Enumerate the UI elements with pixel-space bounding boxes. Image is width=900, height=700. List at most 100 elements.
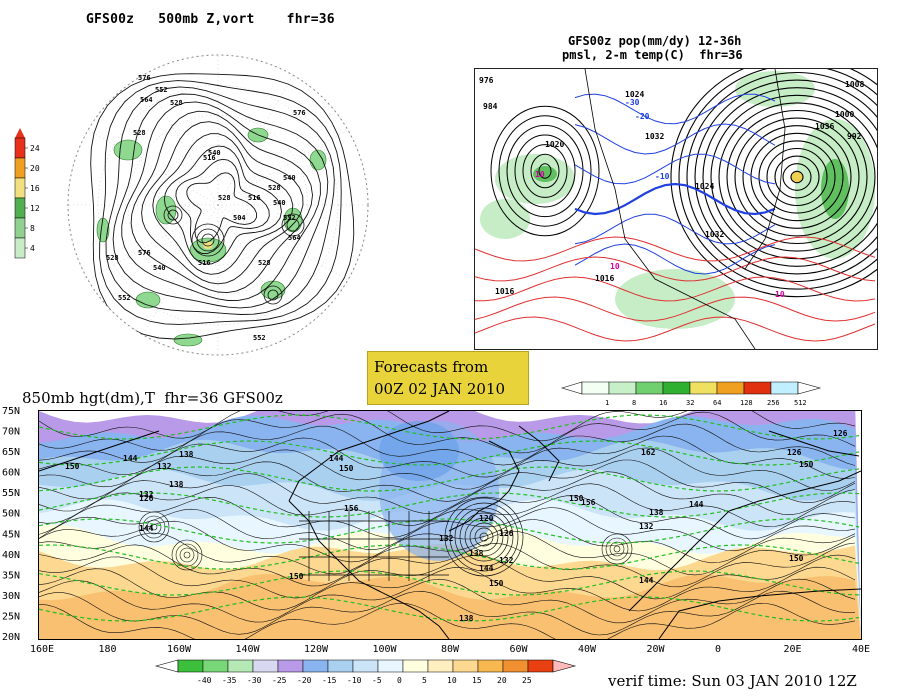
- storm-contour-850: [444, 497, 524, 577]
- height-contour: [90, 73, 355, 340]
- m850-contour-label: 126: [787, 448, 802, 457]
- panel-850mb-lat-axis: 75N 70N 65N 60N 55N 50N 45N 40N 35N 30N 25N 20N: [2, 406, 20, 640]
- m850-contour-label: 120: [479, 514, 494, 523]
- scale-850-label: 5: [422, 676, 427, 685]
- scale-pmsl-swatch: [743, 381, 772, 395]
- m850-contour-label: 144: [329, 454, 344, 463]
- forecast-info-box: Forecasts from 00Z 02 JAN 2010: [367, 351, 529, 405]
- lon-label: 100W: [373, 644, 398, 655]
- pmsl-contour-label: -10: [655, 172, 670, 181]
- scale-850-label: 25: [522, 676, 532, 685]
- scale-500-arrow: [15, 128, 25, 138]
- height-contour-850: [39, 590, 856, 636]
- height-contour: [121, 101, 321, 301]
- low-contour-850: [138, 511, 170, 543]
- scale-pmsl-swatch: [662, 381, 691, 395]
- panel-850mb-title: 850mb hgt(dm),T fhr=36 GFS00z: [22, 389, 283, 407]
- height-contour-850: [39, 423, 856, 466]
- lat-label: 20N: [2, 632, 20, 640]
- polar-contour-label: 552: [155, 86, 168, 94]
- isotherm-850: [39, 440, 860, 466]
- lat-label: 50N: [2, 509, 20, 520]
- temperature-contour-warm: [475, 236, 876, 262]
- height-contour: [175, 158, 270, 254]
- storm-contour-850: [459, 512, 509, 562]
- lon-label: 40W: [578, 644, 597, 655]
- m850-contour-label: 162: [641, 448, 656, 457]
- pmsl-contour-label: -30: [625, 98, 640, 107]
- m850-contour-label: 150: [489, 579, 504, 588]
- m850-contour-label: 132: [139, 490, 154, 499]
- closed-low-contour: [263, 285, 283, 305]
- storm-contour-850: [464, 517, 504, 557]
- m850-contour-label: 138: [179, 450, 194, 459]
- scale-850-swatch: [252, 659, 279, 673]
- temperature-contour-warm: [475, 316, 876, 342]
- lon-label: 0: [715, 644, 721, 655]
- scale-850-swatch: [227, 659, 254, 673]
- pmsl-contour-label: -20: [635, 112, 650, 121]
- pmsl-contour-label: 1020: [545, 140, 564, 149]
- closed-low-contour: [191, 223, 225, 257]
- panel-pmsl-title-line1: GFS00z pop(mm/dy) 12-36h: [568, 34, 742, 48]
- lon-label: 140W: [236, 644, 261, 655]
- polar-contour-label: 528: [268, 184, 281, 192]
- storm-isobar: [702, 87, 877, 267]
- scale-500-swatch: [14, 177, 26, 199]
- vorticity-blob: [173, 333, 203, 347]
- m850-contour-label: 144: [479, 564, 494, 573]
- lon-label: 60W: [510, 644, 529, 655]
- lon-label: 160W: [167, 644, 192, 655]
- scale-850-swatch: [502, 659, 529, 673]
- scale-pmsl-swatch: [608, 381, 637, 395]
- coastline-850: [658, 588, 861, 639]
- storm-isobar: [718, 102, 876, 252]
- storm-isobar: [742, 125, 852, 229]
- west-isobar: [530, 153, 560, 189]
- polar-contour-label: 516: [203, 154, 216, 162]
- pmsl-contour-labels: 976 1020 1024 1032 984 1008 1000 992 -20 -30 -10 10…: [479, 76, 864, 299]
- scale-pmsl-swatch: [581, 381, 610, 395]
- m850-contour-label: 132: [499, 556, 514, 565]
- polar-contour-label: 564: [288, 234, 301, 242]
- scale-500-label: 24: [30, 144, 40, 153]
- precip-area: [480, 199, 530, 239]
- scale-pmsl-label: 32: [686, 399, 694, 407]
- lat-label: 40N: [2, 550, 20, 561]
- m850-contour-label: 144: [123, 454, 138, 463]
- panel-pmsl-title-line2: pmsl, 2-m temp(C) fhr=36: [562, 48, 743, 62]
- m850-contour-label: 126: [833, 429, 848, 438]
- storm-isobar: [734, 117, 860, 237]
- pmsl-contour-label: 1032: [705, 230, 724, 239]
- temperature-band: [39, 574, 861, 639]
- pmsl-contour-label: 976: [479, 76, 494, 85]
- polar-contour-label: 528: [170, 99, 183, 107]
- west-isobar: [498, 115, 592, 227]
- pmsl-contour-label: 992: [847, 132, 862, 141]
- low-contour-850: [605, 537, 629, 561]
- scale-pmsl-swatch: [635, 381, 664, 395]
- coastline-850: [628, 470, 861, 612]
- storm-isobar: [758, 140, 836, 214]
- pmsl-contour-label: 1036: [815, 122, 834, 131]
- polar-contour-label: 564: [140, 96, 153, 104]
- polar-meridian: [87, 204, 219, 281]
- storm-isobar: [766, 147, 828, 207]
- coastline: [584, 69, 756, 349]
- storm-isobar: [686, 71, 877, 283]
- coastline-850: [288, 411, 450, 502]
- lat-label: 35N: [2, 570, 20, 581]
- m850-contour-label: 144: [689, 500, 704, 509]
- height-contour-850: [39, 519, 856, 564]
- pmsl-contour-label: 1016: [595, 274, 614, 283]
- west-isobar: [522, 144, 568, 198]
- polar-contour-label: 552: [118, 294, 131, 302]
- height-contour: [141, 121, 304, 285]
- scale-850-swatch: [402, 659, 429, 673]
- scale-pmsl-label: 128: [740, 399, 753, 407]
- temperature-contour-cold: [574, 93, 776, 125]
- polar-meridian: [217, 74, 294, 206]
- pmsl-contour-label: 10: [610, 262, 620, 271]
- low-contour-850: [183, 551, 191, 559]
- height-contour: [105, 86, 335, 315]
